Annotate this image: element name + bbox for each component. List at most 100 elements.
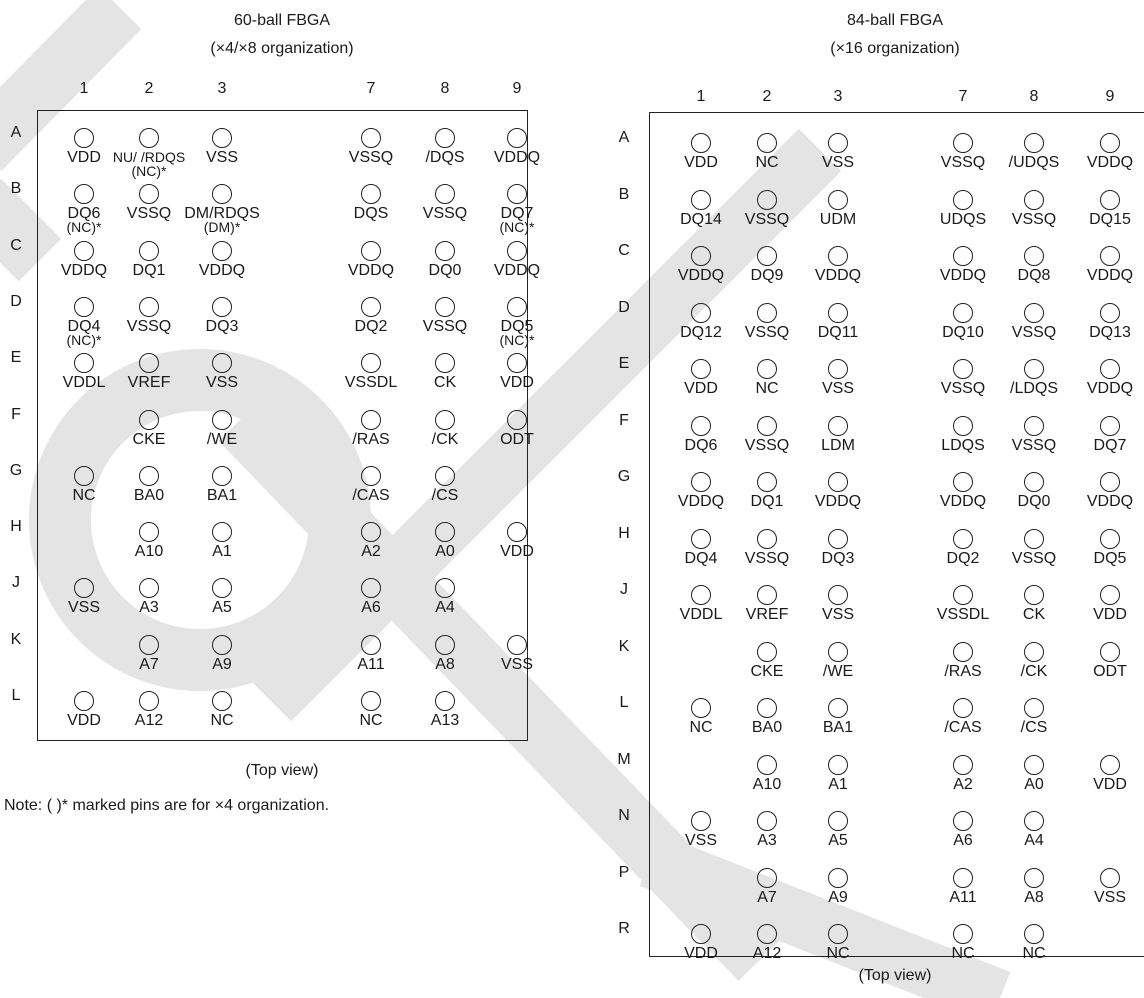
pin-label: A8 bbox=[435, 655, 455, 673]
solder-ball bbox=[828, 359, 848, 379]
row-letter: A bbox=[10, 124, 22, 141]
solder-ball bbox=[828, 698, 848, 718]
row-letter: M bbox=[617, 750, 631, 768]
pin-label: NC bbox=[826, 945, 850, 962]
pin-label: VDDQ bbox=[60, 261, 108, 279]
solder-ball bbox=[953, 359, 973, 379]
solder-ball bbox=[828, 472, 848, 492]
pin-label: DQ6 bbox=[67, 205, 101, 223]
solder-ball bbox=[507, 409, 527, 430]
solder-ball bbox=[212, 128, 232, 148]
row-letter: L bbox=[11, 687, 21, 704]
pin-label: CK bbox=[433, 374, 457, 392]
solder-ball bbox=[691, 302, 711, 323]
pin-label: A13 bbox=[430, 712, 460, 729]
pin-label: DQ9 bbox=[750, 267, 784, 284]
x4-alt-label: (NC)* bbox=[499, 219, 535, 236]
pin-label: VDD bbox=[67, 149, 101, 166]
solder-ball bbox=[435, 465, 455, 486]
right-package-outline bbox=[649, 112, 1144, 957]
solder-ball bbox=[435, 128, 455, 148]
solder-ball bbox=[1100, 246, 1120, 266]
pin-label: VSS bbox=[1093, 888, 1127, 906]
solder-ball bbox=[507, 296, 527, 317]
x4-alt-label: (NC)* bbox=[66, 331, 102, 348]
solder-ball bbox=[139, 465, 159, 486]
pin-label: A6 bbox=[953, 832, 973, 849]
pin-label: VDDQ bbox=[493, 149, 541, 166]
solder-ball bbox=[1100, 528, 1120, 549]
solder-ball bbox=[1024, 415, 1044, 436]
left-title: 60-ball FBGA bbox=[233, 12, 331, 29]
solder-ball bbox=[953, 246, 973, 266]
pin-label: A11 bbox=[949, 888, 977, 906]
pin-label: A10 bbox=[134, 543, 164, 561]
pin-label: A2 bbox=[953, 775, 973, 793]
solder-ball bbox=[1100, 133, 1120, 153]
solder-ball bbox=[507, 128, 527, 148]
pin-label: DQ0 bbox=[428, 261, 462, 279]
solder-ball bbox=[361, 578, 381, 599]
solder-ball bbox=[757, 528, 777, 549]
column-number: 7 bbox=[958, 88, 968, 105]
pin-label: DQ2 bbox=[354, 317, 388, 335]
solder-ball bbox=[435, 240, 455, 261]
pin-label: NU/ /RDQS bbox=[112, 149, 186, 165]
pin-label: VDDQ bbox=[493, 261, 541, 279]
pin-label: BA0 bbox=[751, 719, 783, 736]
solder-ball bbox=[691, 698, 711, 718]
pin-label: VDD bbox=[1093, 606, 1127, 623]
solder-ball bbox=[139, 296, 159, 317]
row-letter: L bbox=[619, 694, 629, 711]
solder-ball bbox=[757, 415, 777, 436]
solder-ball bbox=[691, 359, 711, 379]
pin-label: VDDQ bbox=[814, 267, 862, 284]
pin-label: A5 bbox=[212, 599, 232, 617]
solder-ball bbox=[1024, 867, 1044, 888]
solder-ball bbox=[212, 578, 232, 599]
pin-label: DQ4 bbox=[67, 317, 101, 335]
solder-ball bbox=[139, 522, 159, 543]
pin-label: A7 bbox=[139, 655, 159, 673]
pin-label: VSS bbox=[205, 374, 239, 392]
pin-label: VDDQ bbox=[347, 261, 395, 279]
pin-label: NC bbox=[951, 945, 975, 962]
solder-ball bbox=[757, 133, 777, 153]
solder-ball bbox=[361, 184, 381, 205]
pin-label: DQ13 bbox=[1089, 323, 1131, 341]
solder-ball bbox=[361, 353, 381, 374]
pin-label: NC bbox=[755, 154, 779, 171]
row-letter: E bbox=[618, 355, 630, 372]
x4-alt-label: (DM)* bbox=[203, 219, 241, 236]
solder-ball bbox=[691, 811, 711, 831]
solder-ball bbox=[757, 641, 777, 662]
solder-ball bbox=[1024, 811, 1044, 831]
pin-label: NC bbox=[689, 719, 713, 736]
solder-ball bbox=[74, 578, 94, 599]
pin-label: VDD bbox=[67, 712, 101, 729]
solder-ball bbox=[212, 465, 232, 486]
solder-ball bbox=[953, 641, 973, 662]
solder-ball bbox=[212, 296, 232, 317]
solder-ball bbox=[212, 184, 232, 205]
pin-label: CK bbox=[1022, 606, 1046, 623]
solder-ball bbox=[1024, 189, 1044, 210]
solder-ball bbox=[361, 128, 381, 148]
pin-label: ODT bbox=[500, 430, 534, 448]
solder-ball bbox=[1100, 641, 1120, 662]
row-letter: E bbox=[10, 349, 22, 367]
pin-label: A3 bbox=[757, 832, 777, 849]
column-number: 2 bbox=[144, 80, 154, 97]
pin-label: VSSQ bbox=[1011, 549, 1057, 567]
solder-ball bbox=[828, 924, 848, 944]
pin-label: A10 bbox=[752, 775, 782, 793]
pin-label: /RAS bbox=[352, 430, 390, 448]
solder-ball bbox=[757, 189, 777, 210]
pin-label: A5 bbox=[828, 832, 848, 849]
pin-label: VDDQ bbox=[1086, 154, 1134, 171]
row-letter: C bbox=[618, 242, 630, 259]
pin-label: A6 bbox=[361, 599, 381, 617]
pin-label: DQ7 bbox=[1093, 436, 1127, 454]
pin-label: DQ3 bbox=[205, 317, 239, 335]
solder-ball bbox=[435, 691, 455, 711]
